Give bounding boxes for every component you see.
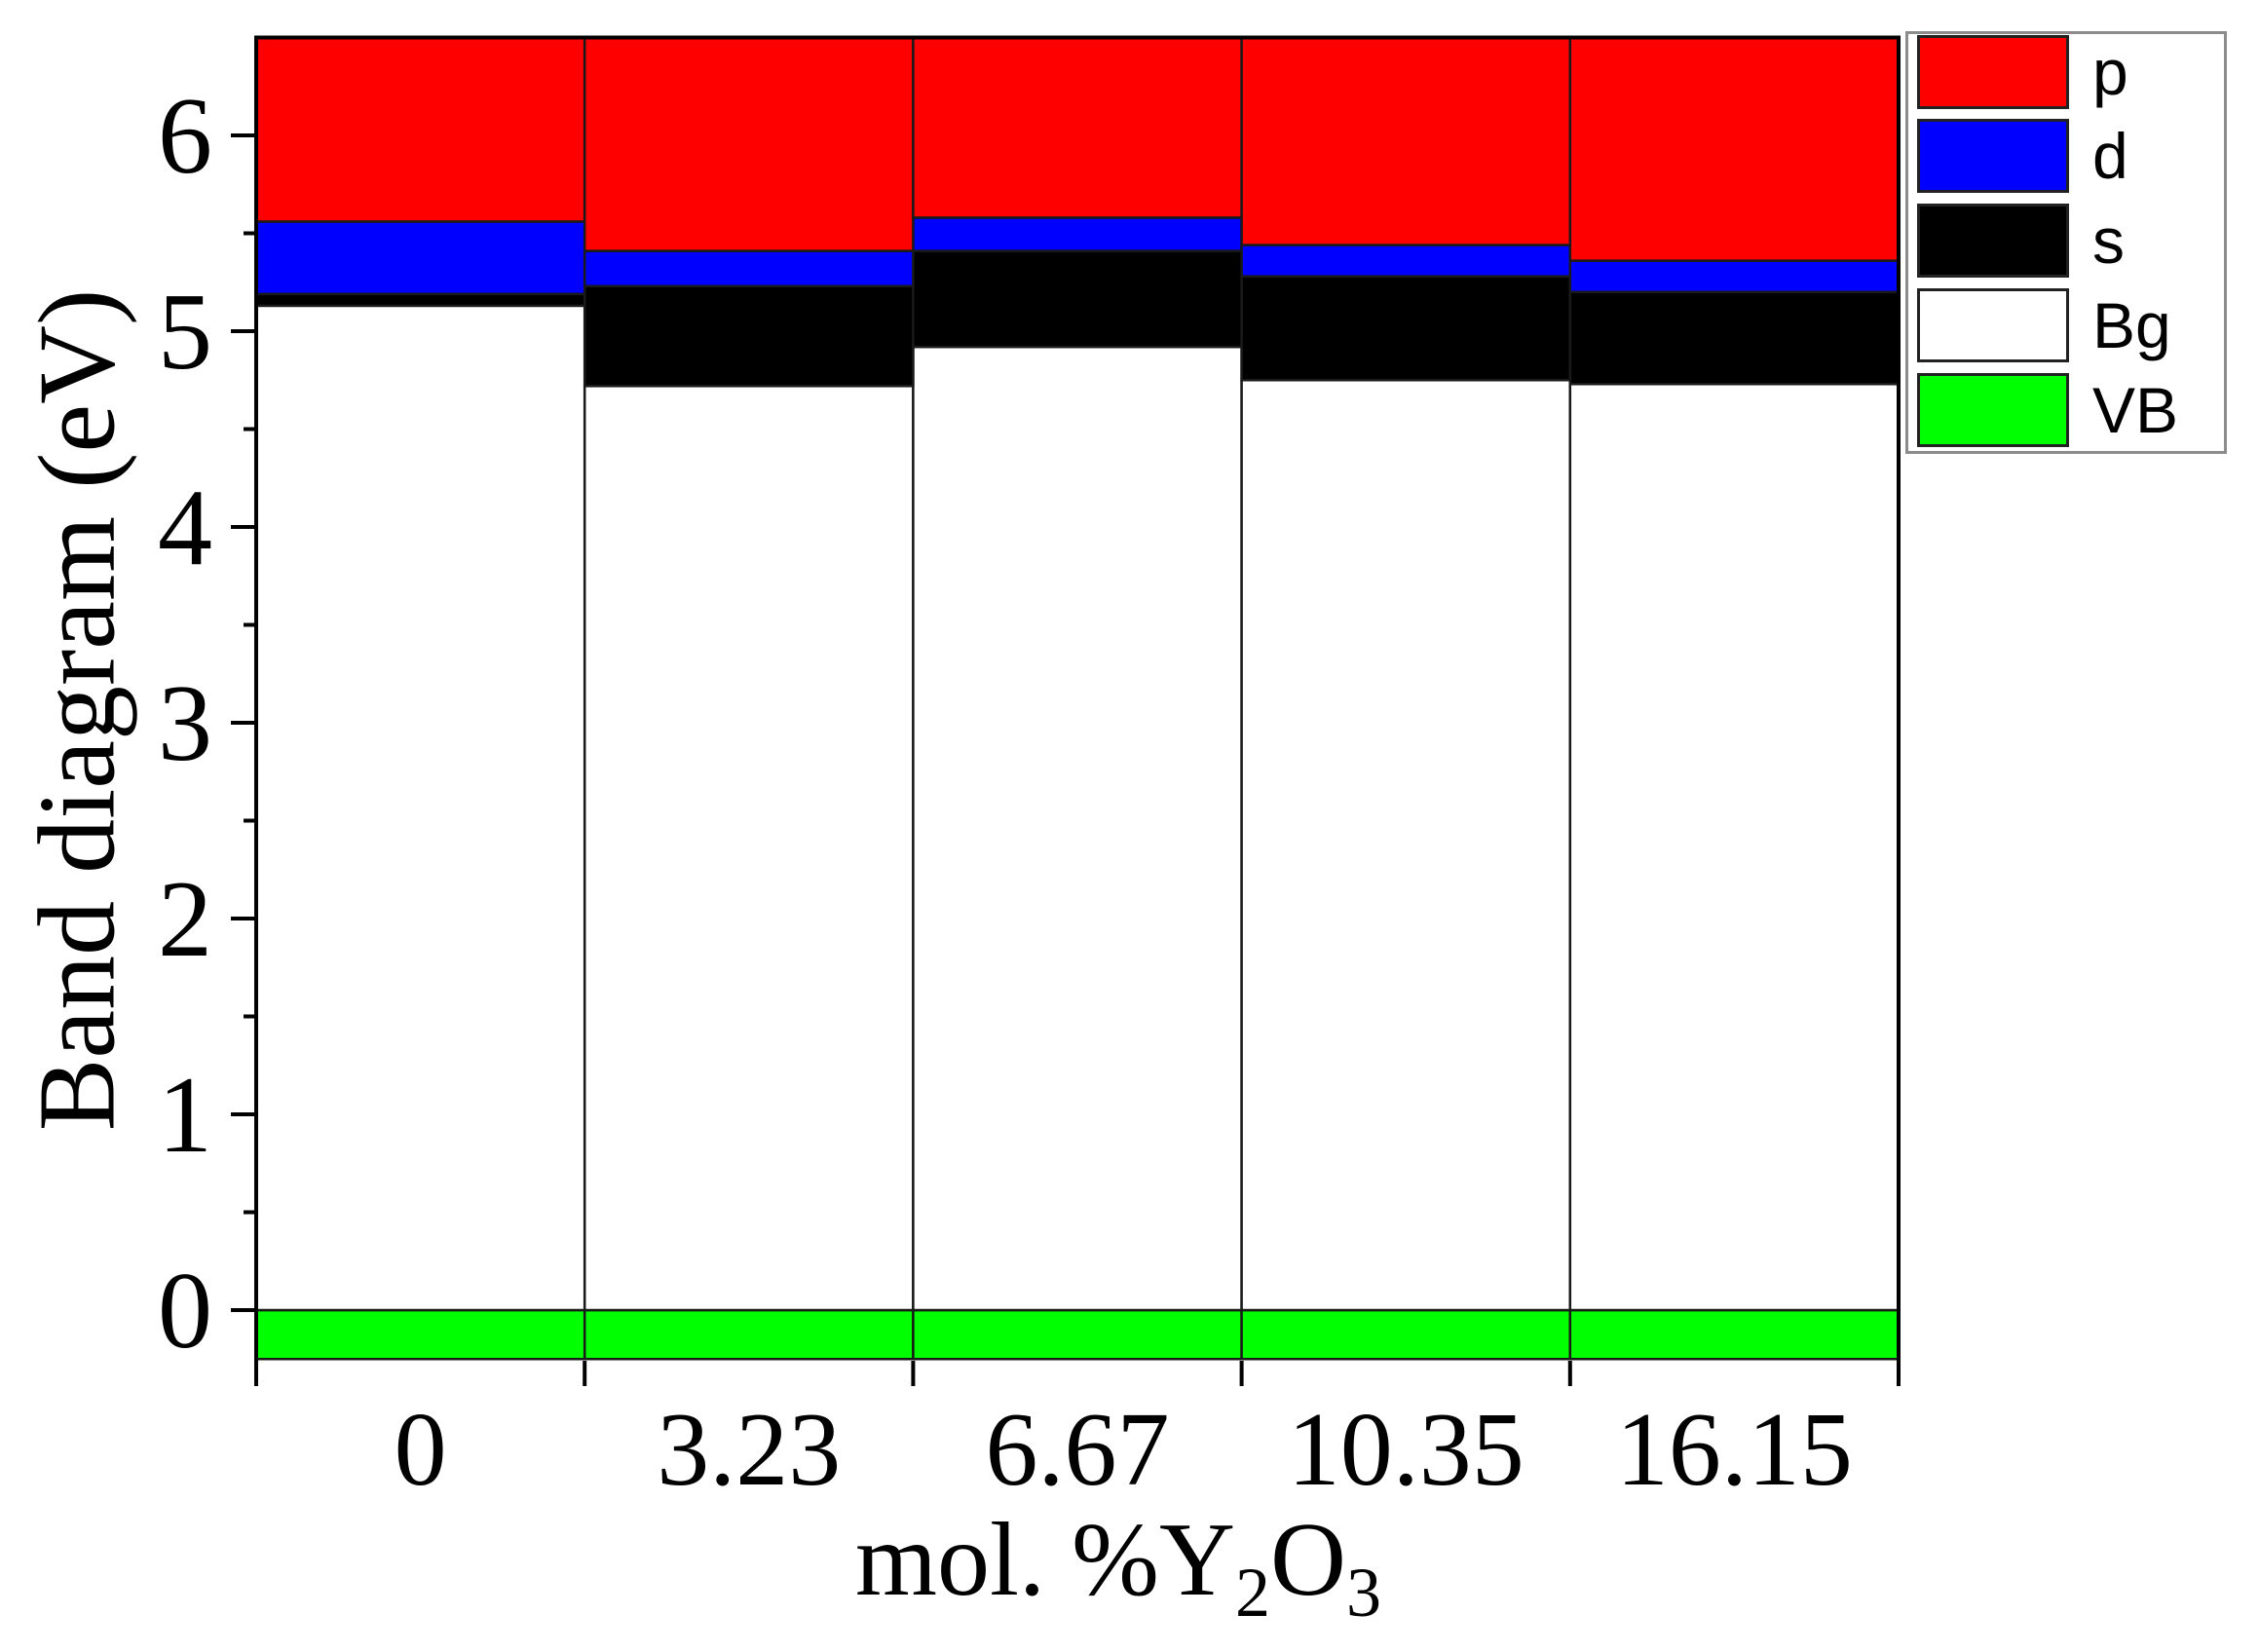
x-tick-label: 6.67 <box>986 1392 1170 1508</box>
bar-segments <box>254 36 1901 1361</box>
y-tick-label: 3 <box>158 663 212 784</box>
bar-segment-vb <box>912 1308 1243 1361</box>
x-tick-label: 10.35 <box>1288 1392 1525 1508</box>
bar-segment-vb <box>1240 1308 1572 1361</box>
legend-swatch-s <box>1917 204 2069 278</box>
x-axis-title-sub2: 3 <box>1345 1554 1381 1632</box>
y-tick-label: 1 <box>158 1055 212 1176</box>
legend-label-bg: Bg <box>2092 289 2171 361</box>
legend-swatch-vb <box>1917 373 2069 447</box>
legend-label-d: d <box>2092 120 2128 192</box>
bar-segment-bg <box>1568 383 1901 1312</box>
legend-label-p: p <box>2092 36 2128 108</box>
bar-segment-d <box>912 216 1243 252</box>
bar-segment-p <box>1568 36 1901 262</box>
y-tick-label: 0 <box>158 1251 212 1371</box>
legend-item-s: s <box>1917 204 2219 280</box>
legend-label-s: s <box>2092 205 2125 277</box>
legend-item-bg: Bg <box>1917 288 2219 364</box>
bar-segment-bg <box>912 345 1243 1312</box>
legend-swatch-bg <box>1917 288 2069 362</box>
bar-segment-bg <box>254 304 586 1312</box>
x-tick-labels: 0 3.23 6.67 10.35 16.15 <box>395 1392 1853 1508</box>
bar-segment-d <box>254 220 586 296</box>
legend-swatch-p <box>1917 35 2069 109</box>
bar-segment-s <box>583 284 915 388</box>
y-tick-label: 5 <box>158 272 212 393</box>
bar-segment-p <box>254 36 586 223</box>
bar-segment-vb <box>583 1308 915 1361</box>
bar-segment-p <box>912 36 1243 219</box>
bar-segment-d <box>583 249 915 288</box>
x-tick-label: 0 <box>395 1392 447 1508</box>
legend-item-d: d <box>1917 119 2219 195</box>
bar-segment-bg <box>1240 379 1572 1312</box>
legend-swatch-d <box>1917 119 2069 193</box>
bar-segment-d <box>1568 259 1901 294</box>
legend-label-vb: VB <box>2092 374 2179 446</box>
x-axis-title: mol. %Y2O3 <box>855 1508 1381 1629</box>
bar-segment-bg <box>583 385 915 1312</box>
x-axis-title-sub1: 2 <box>1234 1554 1270 1632</box>
y-axis-title: Band diagram (eV) <box>17 288 138 1132</box>
bar-segment-s <box>1568 290 1901 386</box>
bar-segment-s <box>254 292 586 308</box>
legend: p d s Bg VB <box>1905 31 2227 454</box>
x-tick-label: 16.15 <box>1616 1392 1853 1508</box>
x-axis-title-prefix: mol. %Y <box>855 1502 1235 1618</box>
bar-segment-p <box>1240 36 1572 246</box>
bar-segment-p <box>583 36 915 252</box>
bar-segment-d <box>1240 244 1572 278</box>
y-tick-label: 4 <box>158 468 212 588</box>
bar-segment-s <box>912 249 1243 349</box>
axes <box>231 35 1901 1386</box>
y-tick-label: 6 <box>158 76 212 197</box>
bar-segment-vb <box>254 1308 586 1361</box>
legend-item-vb: VB <box>1917 373 2219 449</box>
y-tick-labels: 0 1 2 3 4 5 6 <box>158 76 212 1371</box>
legend-item-p: p <box>1917 35 2219 111</box>
x-axis-title-mid: O <box>1269 1502 1346 1618</box>
y-tick-label: 2 <box>158 859 212 980</box>
bar-segment-vb <box>1568 1308 1901 1361</box>
bar-segment-s <box>1240 275 1572 382</box>
x-tick-label: 3.23 <box>657 1392 841 1508</box>
